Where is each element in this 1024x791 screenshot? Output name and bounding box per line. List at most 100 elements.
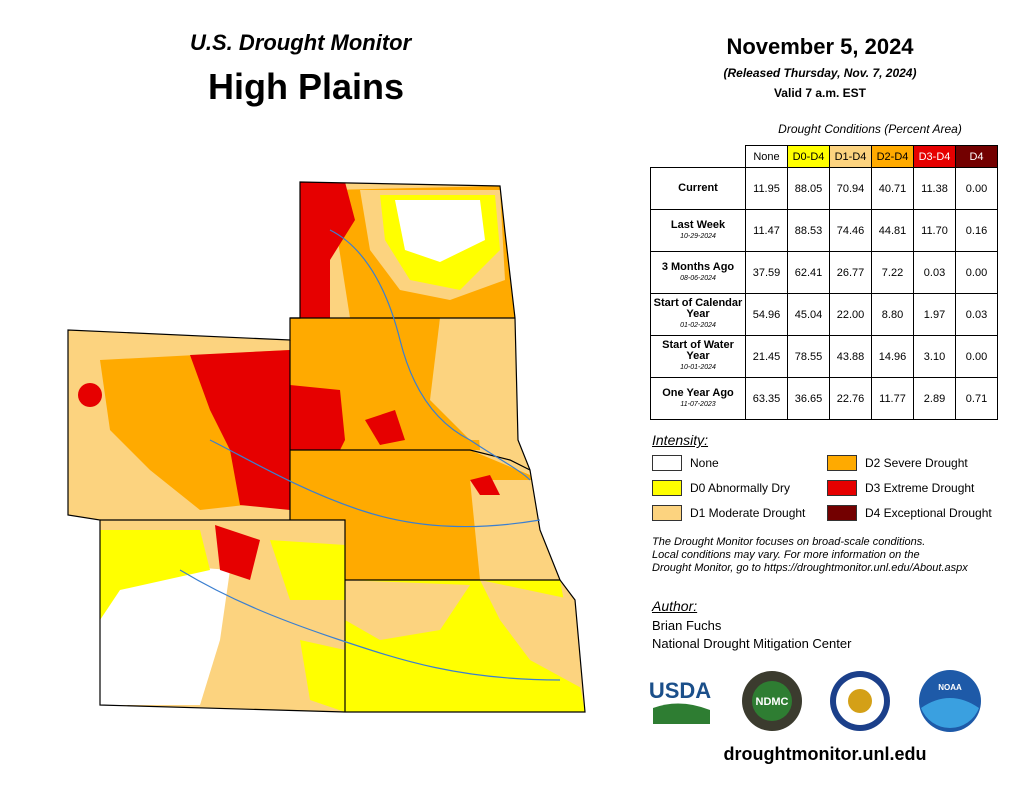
legend-swatch xyxy=(652,455,682,471)
ndmc-logo-center xyxy=(752,681,792,721)
column-header: D3-D4 xyxy=(913,145,956,168)
website-url: droughtmonitor.unl.edu xyxy=(723,744,927,764)
legend-label: D0 Abnormally Dry xyxy=(690,481,791,495)
table-cell: 8.80 xyxy=(871,293,914,336)
table-cell: 22.76 xyxy=(829,377,872,420)
noaa-logo-text: NOAA xyxy=(938,683,962,692)
legend-swatch xyxy=(827,480,857,496)
column-header: None xyxy=(745,145,788,168)
table-cell: 11.70 xyxy=(913,209,956,252)
table-caption: Drought Conditions (Percent Area) xyxy=(778,122,962,136)
table-cell: 37.59 xyxy=(745,251,788,294)
table-cell: 14.96 xyxy=(871,335,914,378)
table-row: One Year Ago 11-07-2023 63.35 36.65 22.76 11.… xyxy=(650,377,998,420)
table-row: Current 11.95 88.05 70.94 40.71 11.38 0.00 xyxy=(650,167,998,210)
row-label: Current xyxy=(650,167,746,210)
table-cell: 63.35 xyxy=(745,377,788,420)
table-row: Start of Calendar Year 01-02-2024 54.96 45.… xyxy=(650,293,998,336)
table-cell: 0.00 xyxy=(955,167,998,210)
column-header: D0-D4 xyxy=(787,145,830,168)
row-label-text: Current xyxy=(678,182,718,194)
table-cell: 11.77 xyxy=(871,377,914,420)
doc-logo-eagle xyxy=(848,689,872,713)
legend-swatch xyxy=(827,455,857,471)
table-row: 3 Months Ago 08-06-2024 37.59 62.41 26.77 7.2… xyxy=(650,251,998,294)
note-line: Drought Monitor, go to https://droughtmo… xyxy=(652,562,968,574)
legend-item: D4 Exceptional Drought xyxy=(827,505,992,521)
table-cell: 78.55 xyxy=(787,335,830,378)
row-label-text: Start of Water Year xyxy=(662,339,734,362)
legend-item: None xyxy=(652,455,719,471)
map xyxy=(67,181,586,713)
table-cell: 36.65 xyxy=(787,377,830,420)
row-date: 08-06-2024 xyxy=(680,274,716,282)
rivers xyxy=(179,229,561,681)
table-cell: 21.45 xyxy=(745,335,788,378)
table-cell: 11.95 xyxy=(745,167,788,210)
author-organization: National Drought Mitigation Center xyxy=(652,636,852,651)
legend-label: D3 Extreme Drought xyxy=(865,481,975,495)
table-cell: 88.05 xyxy=(787,167,830,210)
row-label: One Year Ago 11-07-2023 xyxy=(650,377,746,420)
table-cell: 0.16 xyxy=(955,209,998,252)
row-label-text: One Year Ago xyxy=(662,386,734,399)
table-cell: 0.00 xyxy=(955,251,998,294)
legend-label: D2 Severe Drought xyxy=(865,456,968,470)
conditions-table: None D0-D4 D1-D4 D2-D4 D3-D4 D4 Current 11.95 88… xyxy=(650,145,998,420)
legend-label: D1 Moderate Drought xyxy=(690,506,806,520)
legend-item: D2 Severe Drought xyxy=(827,455,968,471)
legend-swatch xyxy=(652,480,682,496)
legend-item: D3 Extreme Drought xyxy=(827,480,974,496)
drought-areas xyxy=(68,182,585,712)
table-cell: 0.03 xyxy=(913,251,956,294)
column-header: D4 xyxy=(955,145,998,168)
table-cell: 7.22 xyxy=(871,251,914,294)
table-cell: 62.41 xyxy=(787,251,830,294)
row-label-text: Last Week xyxy=(670,218,726,231)
legend-item: D1 Moderate Drought xyxy=(652,505,805,521)
row-label-text: 3 Months Ago xyxy=(661,260,735,273)
title: U.S. Drought Monitor xyxy=(190,30,412,55)
row-label: Last Week 10-29-2024 xyxy=(650,209,746,252)
author-name: Brian Fuchs xyxy=(652,618,722,633)
table-cell: 0.00 xyxy=(955,335,998,378)
release-date: (Released Thursday, Nov. 7, 2024) xyxy=(723,66,917,80)
table-cell: 45.04 xyxy=(787,293,830,336)
table-cell: 0.03 xyxy=(955,293,998,336)
region-title: High Plains xyxy=(208,66,405,107)
legend-label: None xyxy=(690,456,719,470)
table-cell: 1.97 xyxy=(913,293,956,336)
table-cell: 74.46 xyxy=(829,209,872,252)
table-cell: 2.89 xyxy=(913,377,956,420)
note-line: Local conditions may vary. For more info… xyxy=(652,549,920,561)
row-label-text: Start of Calendar Year xyxy=(653,297,743,320)
table-cell: 11.38 xyxy=(913,167,956,210)
table-cell: 44.81 xyxy=(871,209,914,252)
author-label: Author: xyxy=(652,598,698,614)
column-header: D2-D4 xyxy=(871,145,914,168)
row-label: Start of Calendar Year 01-02-2024 xyxy=(650,293,746,336)
noaa-wave xyxy=(921,698,979,729)
valid-time: Valid 7 a.m. EST xyxy=(773,86,867,100)
usda-logo: USDA xyxy=(649,678,711,703)
note: The Drought Monitor focuses on broad-sca… xyxy=(652,536,968,575)
ndmc-logo-text: NDMC xyxy=(756,696,789,708)
column-header: D1-D4 xyxy=(829,145,872,168)
usda-swoosh xyxy=(653,703,710,724)
table-cell: 40.71 xyxy=(871,167,914,210)
legend-title: Intensity: xyxy=(652,432,709,448)
row-label: Start of Water Year 10-01-2024 xyxy=(650,335,746,378)
table-cell: 26.77 xyxy=(829,251,872,294)
logos: USDA NDMC NOAA xyxy=(649,670,981,732)
table-cell: 43.88 xyxy=(829,335,872,378)
table-cell: 22.00 xyxy=(829,293,872,336)
row-label: 3 Months Ago 08-06-2024 xyxy=(650,251,746,294)
row-date: 10-01-2024 xyxy=(680,364,716,371)
table-row: Last Week 10-29-2024 11.47 88.53 74.46 44.81 1… xyxy=(650,209,998,252)
state-borders xyxy=(67,181,586,713)
table-cell: 3.10 xyxy=(913,335,956,378)
table-cell: 70.94 xyxy=(829,167,872,210)
legend-swatch xyxy=(827,505,857,521)
